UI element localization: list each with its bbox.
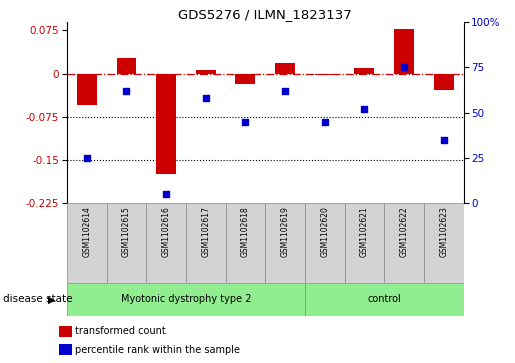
Text: transformed count: transformed count	[75, 326, 165, 337]
Text: GSM1102622: GSM1102622	[400, 207, 408, 257]
Bar	[77, 74, 97, 105]
Text: GSM1102619: GSM1102619	[281, 207, 289, 257]
Bar	[67, 283, 305, 316]
Point	[320, 119, 329, 125]
Title: GDS5276 / ILMN_1823137: GDS5276 / ILMN_1823137	[178, 8, 352, 21]
Text: GSM1102618: GSM1102618	[241, 207, 250, 257]
Point	[360, 106, 369, 112]
Bar	[116, 57, 136, 74]
Bar	[354, 68, 374, 74]
Text: ▶: ▶	[48, 294, 56, 305]
Bar	[67, 203, 107, 283]
Text: GSM1102617: GSM1102617	[201, 207, 210, 257]
Text: GSM1102620: GSM1102620	[320, 207, 329, 257]
Bar	[434, 74, 454, 90]
Text: GSM1102614: GSM1102614	[82, 207, 91, 257]
Bar	[265, 203, 305, 283]
Bar	[394, 29, 414, 74]
Point	[123, 88, 131, 94]
Text: GSM1102623: GSM1102623	[439, 207, 448, 257]
Point	[281, 88, 289, 94]
Bar	[275, 63, 295, 74]
Text: GSM1102621: GSM1102621	[360, 207, 369, 257]
Point	[162, 191, 170, 197]
Bar	[384, 203, 424, 283]
Point	[400, 64, 408, 70]
Bar	[146, 203, 186, 283]
Bar	[424, 203, 464, 283]
Bar	[186, 203, 226, 283]
Text: GSM1102615: GSM1102615	[122, 207, 131, 257]
Text: GSM1102616: GSM1102616	[162, 207, 170, 257]
Text: Myotonic dystrophy type 2: Myotonic dystrophy type 2	[121, 294, 251, 305]
Bar	[156, 74, 176, 175]
Point	[241, 119, 249, 125]
Bar	[107, 203, 146, 283]
Bar	[345, 203, 384, 283]
Text: disease state: disease state	[3, 294, 72, 305]
Bar	[226, 203, 265, 283]
Point	[82, 155, 91, 161]
Bar	[196, 70, 216, 74]
Point	[440, 137, 448, 143]
Bar	[315, 74, 335, 76]
Text: percentile rank within the sample: percentile rank within the sample	[75, 344, 239, 355]
Text: control: control	[367, 294, 401, 305]
Bar	[305, 203, 345, 283]
Point	[202, 95, 210, 101]
Bar	[305, 283, 464, 316]
Bar	[235, 74, 255, 84]
